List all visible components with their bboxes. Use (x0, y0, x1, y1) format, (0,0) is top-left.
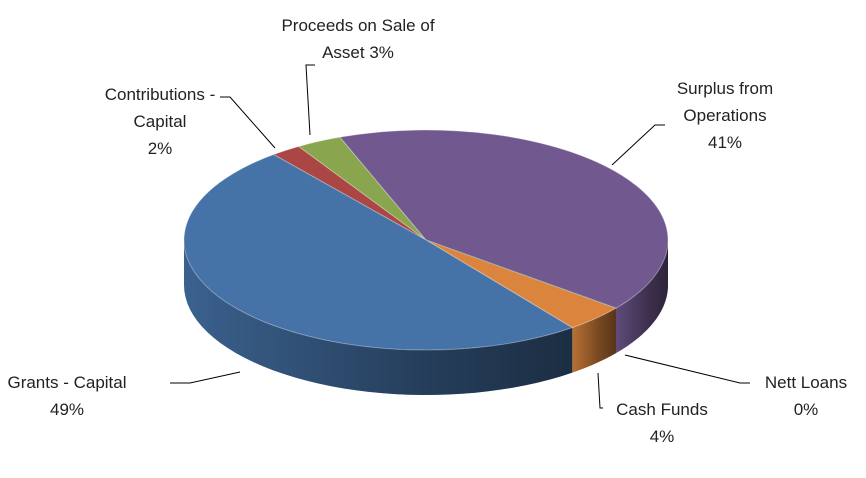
slice (425, 239, 618, 329)
value-label: 2% (147, 139, 173, 158)
leader-line (220, 96, 276, 149)
leader-line (305, 64, 315, 136)
category-name: Contributions - Capital (104, 85, 216, 131)
category-name: Cash Funds (616, 400, 708, 419)
data-label: Proceeds on Sale of Asset 3% (253, 12, 463, 66)
value-label: 41% (707, 133, 743, 152)
leader-line (624, 354, 750, 384)
leader-line (597, 372, 603, 409)
category-name: Proceeds on Sale of (281, 16, 435, 35)
leader-line (611, 124, 665, 166)
leader-line (170, 371, 241, 384)
slice (425, 239, 617, 309)
category-name: Grants - Capital (7, 373, 127, 392)
slice (297, 136, 427, 241)
category-name: Surplus from Operations (676, 79, 774, 125)
slice (272, 145, 427, 241)
data-label: Nett Loans 0% (746, 369, 866, 423)
slice-side-shade (572, 308, 616, 373)
data-label: Contributions - Capital 2% (90, 81, 230, 162)
value-label: 4% (649, 427, 675, 446)
value-label: Asset 3% (322, 43, 394, 62)
slice (339, 129, 669, 309)
data-label: Surplus from Operations 41% (655, 75, 795, 156)
data-label: Grants - Capital 49% (0, 369, 137, 423)
data-label: Cash Funds 4% (597, 396, 727, 450)
value-label: 0% (793, 400, 819, 419)
slice (183, 153, 574, 351)
category-name: Nett Loans (764, 373, 848, 392)
value-label: 49% (49, 400, 85, 419)
slice-side-shade (184, 240, 573, 395)
slice-side-shade (615, 240, 668, 354)
